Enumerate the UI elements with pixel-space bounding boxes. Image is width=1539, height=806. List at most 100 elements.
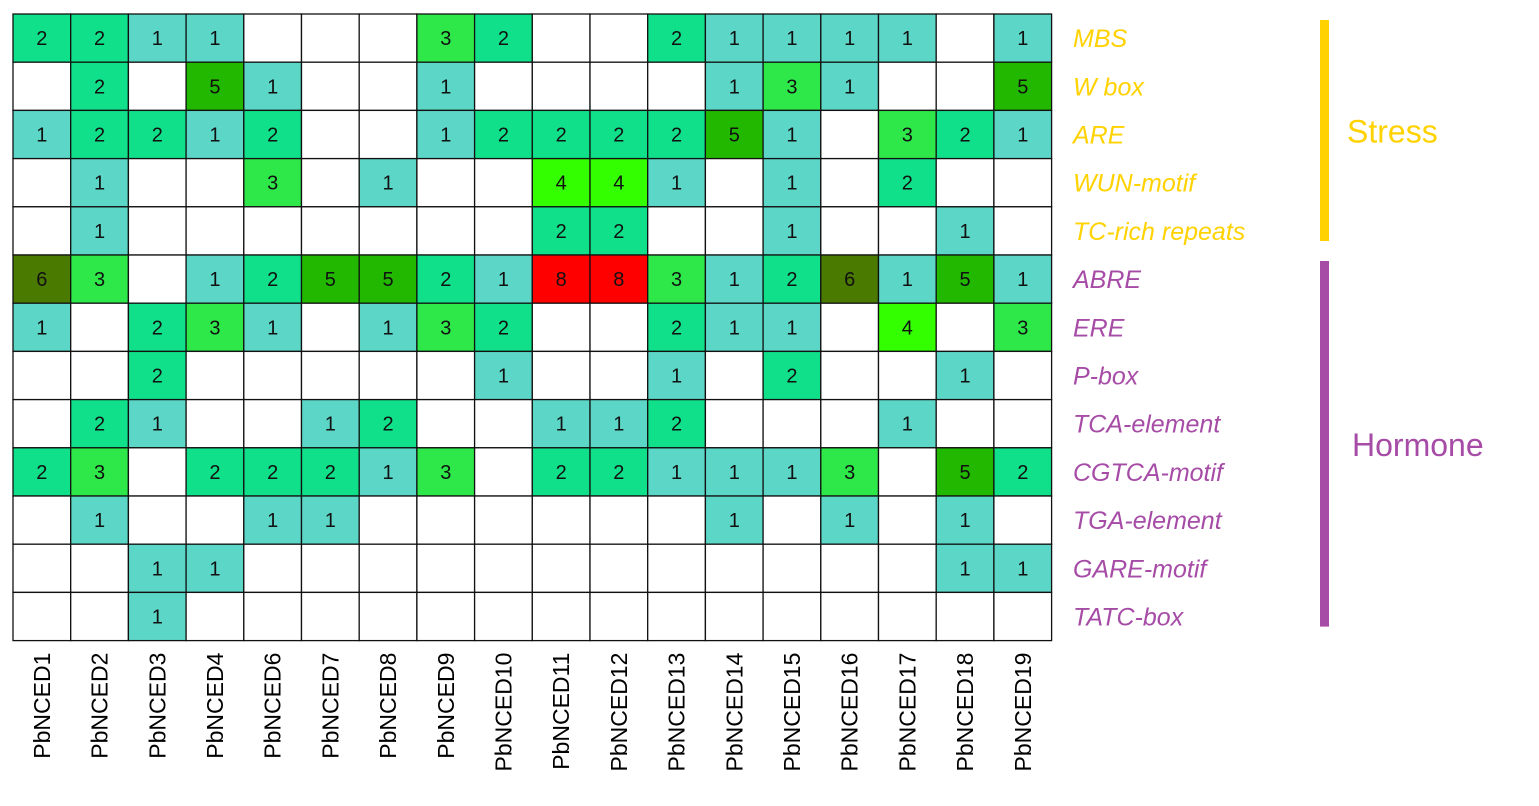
- column-label: PbNCED6: [260, 653, 286, 759]
- heatmap-cell: [358, 350, 418, 401]
- cell-value-label: 2: [152, 317, 163, 339]
- cell-value-label: 2: [94, 125, 105, 147]
- heatmap-cell: [820, 398, 880, 449]
- cell-value-label: 8: [613, 269, 624, 291]
- cell-value-label: 1: [786, 125, 797, 147]
- heatmap-cell: [820, 495, 880, 545]
- heatmap-cell: [993, 13, 1053, 63]
- heatmap-cell: [416, 206, 476, 256]
- heatmap-cell: [704, 543, 764, 594]
- heatmap-cell: [589, 13, 649, 63]
- heatmap-cell: [70, 302, 130, 353]
- cell-value-label: 3: [786, 76, 797, 98]
- heatmap-cell: [70, 109, 130, 160]
- heatmap-cell: [12, 543, 72, 594]
- heatmap-cell: [300, 495, 360, 545]
- heatmap-cell: [877, 591, 937, 642]
- heatmap-cell: [185, 398, 245, 449]
- cell-value-label: 2: [498, 317, 509, 339]
- cell-value-label: 3: [844, 462, 855, 484]
- cell-value-label: 2: [613, 462, 624, 484]
- cell-value-label: 2: [671, 317, 682, 339]
- heatmap-cell: [935, 254, 995, 304]
- heatmap-cell: [416, 254, 476, 304]
- heatmap-cell: [589, 61, 649, 112]
- cell-value-label: 4: [902, 317, 913, 339]
- column-label: PbNCED7: [317, 653, 343, 759]
- heatmap-cell: [12, 302, 72, 353]
- heatmap-cell: [12, 61, 72, 112]
- heatmap-cell: [473, 350, 533, 401]
- heatmap-cell: [704, 350, 764, 401]
- heatmap-cell: [12, 495, 72, 545]
- heatmap-cell: [704, 61, 764, 112]
- heatmap-cell: [704, 206, 764, 256]
- heatmap-cell: [473, 302, 533, 353]
- cell-value-label: 2: [267, 462, 278, 484]
- heatmap-cell: [185, 157, 245, 208]
- row-label: W box: [1073, 73, 1145, 101]
- heatmap-cell: [12, 398, 72, 449]
- row-label: MBS: [1073, 25, 1128, 53]
- cell-value-label: 5: [1017, 76, 1028, 98]
- heatmap-cell: [993, 157, 1053, 208]
- heatmap-cell: [12, 591, 72, 642]
- cell-value-label: 1: [959, 221, 970, 243]
- heatmap-cell: [993, 350, 1053, 401]
- cell-value-label: 8: [556, 269, 567, 291]
- column-label: PbNCED8: [375, 653, 401, 759]
- cell-value-label: 1: [786, 317, 797, 339]
- column-label: PbNCED11: [548, 653, 574, 770]
- cell-value-label: 2: [440, 269, 451, 291]
- cell-value-label: 2: [267, 125, 278, 147]
- cell-value-label: 1: [729, 28, 740, 50]
- heatmap-cell: [993, 302, 1053, 353]
- heatmap-cell: [243, 495, 303, 545]
- heatmap-cell: [243, 591, 303, 642]
- heatmap-cell: [473, 109, 533, 160]
- cell-value-label: 2: [36, 28, 47, 50]
- cell-value-label: 1: [209, 125, 220, 147]
- heatmap-cell: [416, 495, 476, 545]
- heatmap-cell: [589, 302, 649, 353]
- heatmap-cell: [762, 61, 822, 112]
- heatmap-cell: [70, 398, 130, 449]
- cell-value-label: 4: [613, 173, 624, 195]
- cell-value-label: 5: [959, 462, 970, 484]
- cell-value-label: 1: [786, 28, 797, 50]
- heatmap-cell: [12, 350, 72, 401]
- heatmap-cell: [877, 206, 937, 256]
- cell-value-label: 1: [325, 510, 336, 532]
- heatmap-cell: [185, 61, 245, 112]
- cell-value-label: 5: [382, 269, 393, 291]
- row-label: TGA-element: [1073, 507, 1223, 535]
- heatmap-cell: [300, 398, 360, 449]
- group-label: Stress: [1347, 114, 1438, 150]
- heatmap-cell: [243, 302, 303, 353]
- cell-value-label: 5: [959, 269, 970, 291]
- heatmap-cells: 2 2 1 1 3 2 2 1 1 1 1 1 2 5 1 1 1 3 1 5 1 2 2 1 2 1 2 2 2 2 5 1 3 2 1 1 3 1 4 4…: [12, 13, 1053, 642]
- cell-value-label: 1: [729, 510, 740, 532]
- heatmap-cell: [935, 61, 995, 112]
- heatmap-cell: [820, 543, 880, 594]
- heatmap-cell: [416, 591, 476, 642]
- cell-value-label: 1: [844, 510, 855, 532]
- cell-value-label: 1: [613, 414, 624, 436]
- column-label: PbNCED18: [952, 653, 978, 772]
- heatmap-cell: [185, 206, 245, 256]
- cell-value-label: 1: [671, 173, 682, 195]
- cell-value-label: 2: [613, 125, 624, 147]
- heatmap-cell: [935, 206, 995, 256]
- cell-value-label: 1: [959, 510, 970, 532]
- cell-value-label: 1: [440, 76, 451, 98]
- heatmap-cell: [820, 13, 880, 63]
- cell-value-label: 3: [209, 317, 220, 339]
- heatmap-cell: [358, 109, 418, 160]
- heatmap-cell: [935, 350, 995, 401]
- row-label: CGTCA-motif: [1073, 459, 1226, 487]
- heatmap-cell: [185, 591, 245, 642]
- heatmap-cell: [531, 302, 591, 353]
- heatmap-cell: [820, 157, 880, 208]
- heatmap-cell: [12, 109, 72, 160]
